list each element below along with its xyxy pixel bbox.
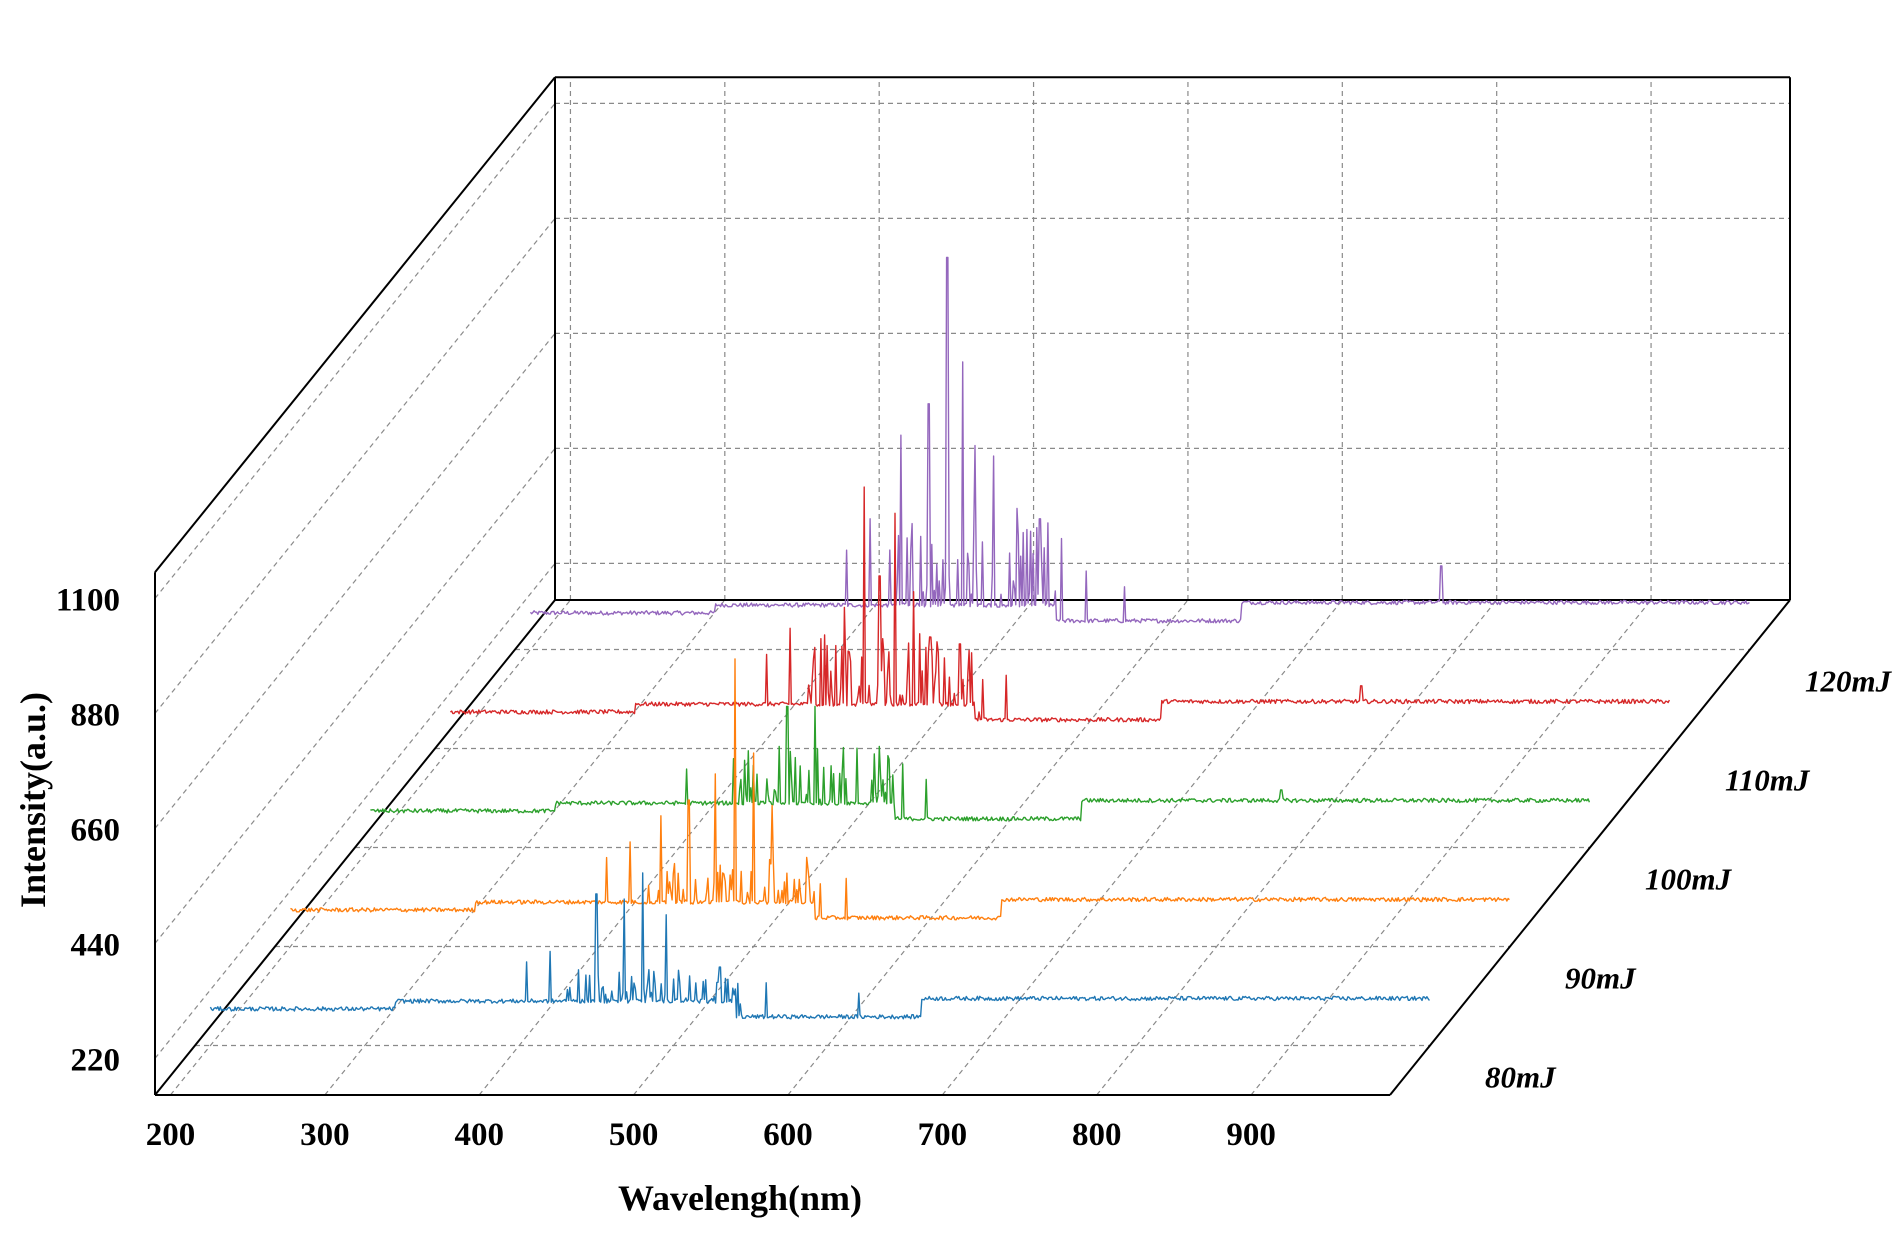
frame-edge bbox=[154, 76, 556, 573]
x-tick-label: 900 bbox=[1226, 1117, 1276, 1153]
frame-layer bbox=[154, 76, 1791, 1096]
grid-line-side-h bbox=[154, 448, 556, 944]
series-layer bbox=[209, 256, 1750, 1020]
series-line-120mJ bbox=[529, 256, 1750, 624]
z-tick-label: 110mJ bbox=[1725, 763, 1811, 798]
x-axis-title: Wavelengh(nm) bbox=[618, 1178, 862, 1218]
z-tick-label: 120mJ bbox=[1805, 664, 1893, 699]
y-axis-title: Intensity(a.u.) bbox=[13, 692, 53, 908]
x-tick-label: 500 bbox=[609, 1117, 659, 1153]
grid-line-floor-depth bbox=[324, 599, 726, 1096]
x-tick-label: 300 bbox=[300, 1117, 350, 1153]
grid-line-floor-depth bbox=[169, 599, 571, 1096]
x-tick-label: 700 bbox=[918, 1117, 968, 1153]
grid-line-side-h bbox=[154, 218, 556, 714]
series-line-110mJ bbox=[450, 486, 1671, 723]
series-line-100mJ bbox=[370, 705, 1591, 822]
y-tick-labels: 220 440 660 880 1100 bbox=[56, 582, 120, 1078]
grid-line-side-h bbox=[154, 563, 556, 1059]
z-tick-label: 80mJ bbox=[1485, 1060, 1557, 1095]
grid-line-side-h bbox=[154, 103, 556, 599]
z-tick-labels: 80mJ 90mJ 100mJ 110mJ 120mJ bbox=[1485, 664, 1893, 1095]
y-tick-label: 660 bbox=[71, 812, 121, 848]
grid-line-side-h bbox=[154, 333, 556, 829]
y-tick-label: 880 bbox=[71, 697, 121, 733]
x-tick-labels: 200 300 400 500 600 700 800 900 bbox=[146, 1117, 1276, 1153]
frame-edge bbox=[1389, 599, 1791, 1096]
series-line-90mJ bbox=[290, 658, 1510, 921]
x-tick-label: 200 bbox=[146, 1117, 196, 1153]
grid-line-floor-depth bbox=[1096, 599, 1498, 1096]
y-tick-label: 220 bbox=[71, 1042, 121, 1078]
frame-edge bbox=[154, 599, 556, 1096]
y-tick-label: 1100 bbox=[56, 582, 120, 618]
grid-layer bbox=[154, 77, 1790, 1096]
grid-line-floor-depth bbox=[1250, 599, 1652, 1096]
z-tick-label: 90mJ bbox=[1565, 961, 1637, 996]
series-line-80mJ bbox=[209, 872, 1430, 1020]
x-tick-label: 800 bbox=[1072, 1117, 1122, 1153]
z-tick-label: 100mJ bbox=[1645, 862, 1733, 897]
y-tick-label: 440 bbox=[71, 927, 121, 963]
x-tick-label: 400 bbox=[454, 1117, 504, 1153]
x-tick-label: 600 bbox=[763, 1117, 813, 1153]
